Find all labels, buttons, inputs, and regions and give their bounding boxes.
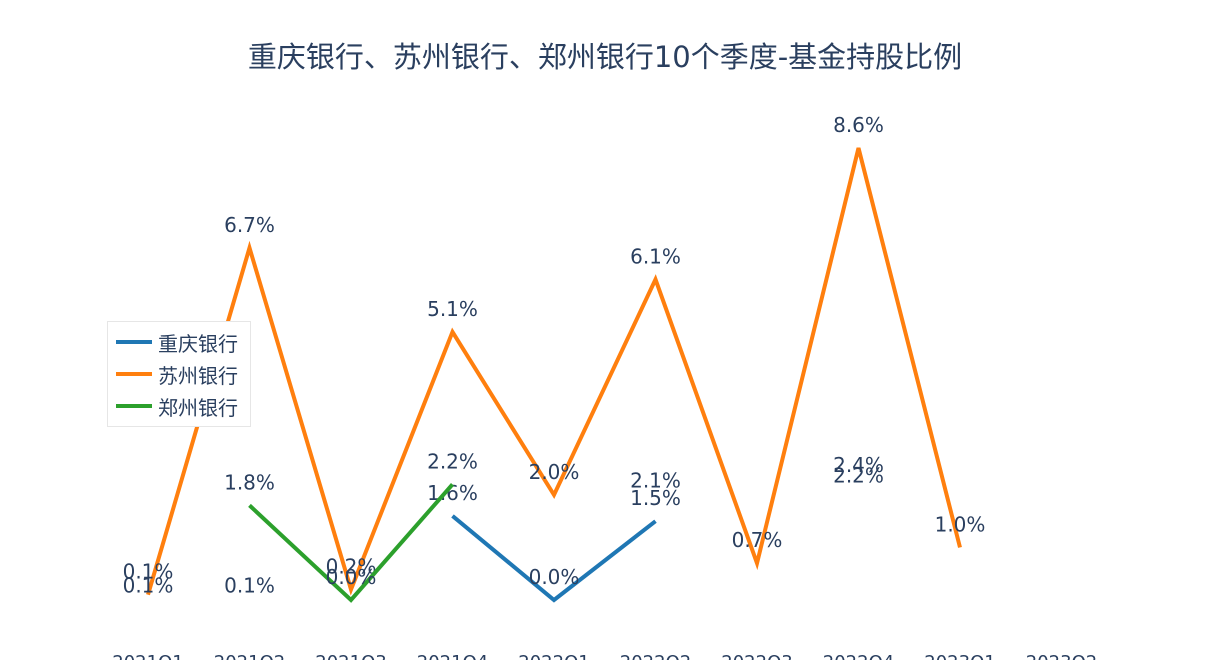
x-tick-label: 2022Q3 — [721, 652, 792, 660]
legend-item[interactable]: 郑州银行 — [116, 394, 238, 420]
x-tick-label: 2023Q1 — [924, 652, 995, 660]
x-tick-label: 2022Q4 — [823, 652, 894, 660]
series-line-1-0 — [146, 147, 962, 596]
data-label: 0.0% — [326, 565, 377, 589]
data-label: 0.0% — [529, 565, 580, 589]
legend-label: 郑州银行 — [158, 395, 238, 420]
data-label: 0.1% — [123, 574, 174, 598]
data-label: 6.1% — [630, 244, 681, 268]
legend-item[interactable]: 重庆银行 — [116, 330, 238, 356]
legend-label: 重庆银行 — [158, 331, 238, 356]
data-label: 1.0% — [935, 512, 986, 536]
data-label: 1.5% — [630, 486, 681, 510]
x-tick-label: 2023Q2 — [1026, 652, 1097, 660]
legend-label: 苏州银行 — [158, 363, 238, 388]
legend-swatch — [116, 404, 152, 408]
data-label: 2.2% — [833, 463, 884, 487]
series-line-2-0 — [248, 483, 455, 603]
chart-title: 重庆银行、苏州银行、郑州银行10个季度-基金持股比例 — [247, 40, 963, 74]
x-tick-label: 2022Q1 — [518, 652, 589, 660]
data-label: 5.1% — [427, 297, 478, 321]
legend-item[interactable]: 苏州银行 — [116, 362, 238, 388]
data-label: 0.1% — [224, 574, 275, 598]
legend: 重庆银行苏州银行郑州银行 — [107, 321, 251, 427]
x-tick-label: 2021Q4 — [417, 652, 488, 660]
data-label: 1.8% — [224, 470, 275, 494]
data-label: 2.1% — [630, 469, 681, 493]
data-label: 0.7% — [732, 528, 783, 552]
series-line-0-0 — [451, 514, 657, 603]
data-label: 2.0% — [529, 460, 580, 484]
x-tick-label: 2021Q3 — [315, 652, 386, 660]
data-label: 0.2% — [326, 554, 377, 578]
data-label: 6.7% — [224, 213, 275, 237]
x-tick-label: 2022Q2 — [620, 652, 691, 660]
data-label: 0.1% — [123, 560, 174, 584]
x-tick-label: 2021Q2 — [214, 652, 285, 660]
legend-swatch — [116, 372, 152, 376]
data-label: 2.4% — [833, 453, 884, 477]
legend-swatch — [116, 340, 152, 344]
data-label: 8.6% — [833, 113, 884, 137]
data-label: 2.2% — [427, 449, 478, 473]
x-tick-label: 2021Q1 — [112, 652, 183, 660]
